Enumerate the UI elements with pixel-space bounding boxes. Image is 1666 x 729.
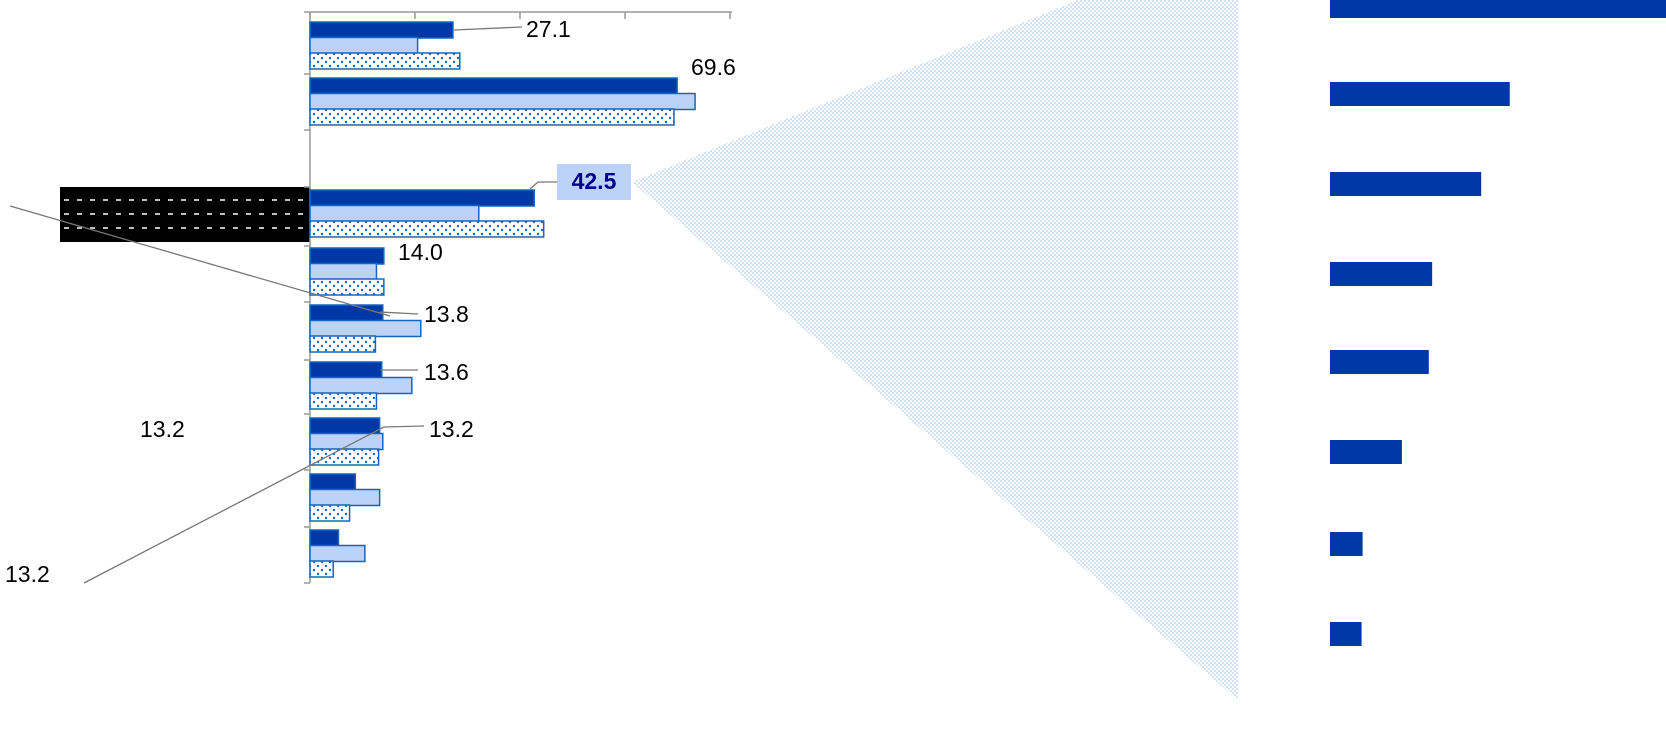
bar-series-b [309,376,413,395]
stray-label: 13.2 [140,416,185,442]
bar-series-a [309,473,357,491]
bar-series-a [309,21,454,39]
leader-line [9,205,391,317]
bar-series-c [309,392,378,410]
stray-label: 13.2 [5,561,50,587]
bar-series-a [309,529,340,547]
data-label: 42.5 [572,168,617,194]
data-label: 13.6 [424,359,469,385]
leader-line [529,181,560,190]
bar-series-c [309,108,675,126]
right-bar [1330,440,1402,464]
right-bar [1330,262,1433,286]
data-label: 13.8 [424,301,469,327]
masked-label-block [60,187,310,242]
left-chart-bars [309,21,696,578]
bar-series-b [309,262,378,281]
right-bar [1330,172,1482,196]
data-label: 13.2 [429,416,474,442]
bar-series-c [309,448,380,466]
left-chart-data-labels: 27.1 69.6 42.5 14.0 13.8 13.6 13.2 13.2 13.2 [5,16,736,587]
bar-series-c [309,504,351,522]
label-leaders [9,26,560,584]
bar-series-a [309,417,381,435]
bar-series-c [309,335,377,353]
bar-series-a [309,77,678,95]
data-label: 14.0 [398,239,443,265]
right-bar [1330,622,1362,646]
bar-series-b [309,92,696,111]
highlight-label-box [557,164,631,200]
right-chart-bars [1330,0,1666,646]
bar-series-a [309,361,383,379]
data-label: 69.6 [691,54,736,80]
bar-series-c [309,278,385,296]
bar-series-c [309,52,461,70]
leader-line [383,425,425,428]
bar-series-c [309,220,545,238]
bar-series-b [309,36,419,55]
bar-series-a [309,189,535,207]
bar-series-b [309,204,480,223]
bar-series-a [309,247,385,265]
leader-line [83,426,385,584]
leader-line [453,26,523,31]
zoom-callout [632,0,1238,700]
data-label: 27.1 [526,16,571,42]
bar-series-a [309,304,384,322]
bar-series-b [309,488,381,507]
leader-line [379,311,419,315]
right-bar [1330,350,1429,374]
right-bar [1330,532,1363,556]
bar-series-b [309,544,366,563]
bar-series-c [309,560,334,578]
right-bar [1330,82,1510,106]
right-bar [1330,0,1666,18]
bar-series-b [309,319,422,338]
